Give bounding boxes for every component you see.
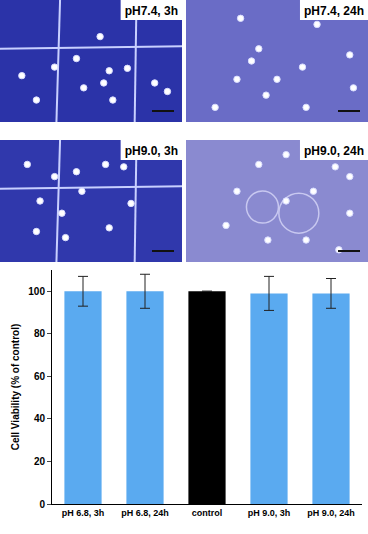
svg-text:pH 9.0, 3h: pH 9.0, 3h xyxy=(248,508,291,518)
svg-text:Cell Viability (% of control): Cell Viability (% of control) xyxy=(10,324,21,451)
svg-text:pH 6.8, 3h: pH 6.8, 3h xyxy=(62,508,105,518)
svg-text:pH 6.8, 24h: pH 6.8, 24h xyxy=(121,508,169,518)
svg-text:40: 40 xyxy=(34,413,46,424)
svg-text:60: 60 xyxy=(34,371,46,382)
svg-text:pH9.0, 3h: pH9.0, 3h xyxy=(125,144,178,158)
svg-text:pH7.4, 3h: pH7.4, 3h xyxy=(125,4,178,18)
svg-text:pH9.0, 24h: pH9.0, 24h xyxy=(304,144,364,158)
svg-text:0: 0 xyxy=(39,499,45,510)
svg-text:80: 80 xyxy=(34,328,46,339)
svg-text:100: 100 xyxy=(28,286,45,297)
svg-text:20: 20 xyxy=(34,456,46,467)
svg-text:pH 9.0, 24h: pH 9.0, 24h xyxy=(307,508,355,518)
svg-text:control: control xyxy=(192,508,223,518)
svg-text:pH7.4, 24h: pH7.4, 24h xyxy=(304,4,364,18)
